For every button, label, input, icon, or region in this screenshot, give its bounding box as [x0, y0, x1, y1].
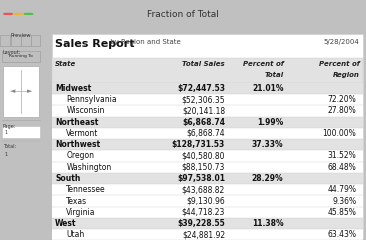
Bar [52, 117, 363, 128]
Text: South: South [55, 174, 81, 183]
Bar [22, 36, 31, 46]
Text: by Region and State: by Region and State [108, 39, 181, 45]
Bar [52, 150, 363, 162]
Text: 5/28/2004: 5/28/2004 [324, 39, 359, 45]
Text: Total:: Total: [3, 144, 16, 150]
Text: Total: Total [264, 72, 283, 78]
Text: 31.52%: 31.52% [328, 151, 356, 161]
Text: 45.85%: 45.85% [328, 208, 356, 217]
Text: 1: 1 [4, 130, 7, 135]
Text: $72,447.53: $72,447.53 [177, 84, 225, 93]
Bar [52, 128, 363, 139]
Text: $24,881.92: $24,881.92 [182, 230, 225, 239]
Bar [52, 218, 363, 229]
Text: Northeast: Northeast [55, 118, 98, 127]
Text: $52,306.35: $52,306.35 [182, 95, 225, 104]
Text: Northwest: Northwest [55, 140, 100, 149]
Text: $44,718.23: $44,718.23 [182, 208, 225, 217]
Bar [52, 229, 363, 240]
Text: Fraction of Total: Fraction of Total [147, 10, 219, 19]
Text: Preview: Preview [11, 33, 31, 38]
Text: $9,130.96: $9,130.96 [186, 197, 225, 205]
Bar [52, 83, 363, 94]
Text: Sales Report: Sales Report [55, 39, 135, 49]
Text: $97,538.01: $97,538.01 [177, 174, 225, 183]
Text: $6,868.74: $6,868.74 [182, 118, 225, 127]
Text: $39,228.55: $39,228.55 [178, 219, 225, 228]
Bar [0, 36, 10, 46]
Text: 27.80%: 27.80% [328, 107, 356, 115]
Text: 37.33%: 37.33% [252, 140, 283, 149]
Bar [52, 173, 363, 184]
Bar [52, 184, 363, 195]
Text: 11.38%: 11.38% [252, 219, 283, 228]
Text: Running To: Running To [9, 54, 33, 59]
Text: Virginia: Virginia [66, 208, 96, 217]
Text: 100.00%: 100.00% [322, 129, 356, 138]
Bar [2, 126, 40, 138]
Text: 68.48%: 68.48% [328, 163, 356, 172]
Bar [52, 94, 363, 105]
Text: Oregon: Oregon [66, 151, 94, 161]
Text: $20,141.18: $20,141.18 [182, 107, 225, 115]
Text: $88,150.73: $88,150.73 [182, 163, 225, 172]
Text: Layout:: Layout: [3, 50, 21, 55]
Text: $6,868.74: $6,868.74 [186, 129, 225, 138]
Text: Region: Region [333, 72, 359, 78]
Text: ◄: ◄ [10, 88, 15, 94]
Circle shape [14, 13, 23, 14]
Text: Pennsylvania: Pennsylvania [66, 95, 117, 104]
Text: 28.29%: 28.29% [252, 174, 283, 183]
Text: Texas: Texas [66, 197, 87, 205]
Text: Wisconsin: Wisconsin [66, 107, 105, 115]
Text: 63.43%: 63.43% [327, 230, 356, 239]
Bar [52, 105, 363, 117]
Bar [52, 139, 363, 150]
Text: Utah: Utah [66, 230, 85, 239]
Text: 72.20%: 72.20% [328, 95, 356, 104]
Text: 44.79%: 44.79% [327, 185, 356, 194]
Text: Midwest: Midwest [55, 84, 91, 93]
Circle shape [4, 13, 12, 14]
Bar [2, 51, 40, 62]
Text: Percent of: Percent of [243, 60, 283, 66]
Text: Washington: Washington [66, 163, 112, 172]
Text: 1.99%: 1.99% [257, 118, 283, 127]
Text: State: State [55, 60, 76, 66]
Text: $43,688.82: $43,688.82 [182, 185, 225, 194]
Text: 1: 1 [4, 152, 7, 157]
Text: West: West [55, 219, 76, 228]
Text: Page:: Page: [3, 124, 16, 129]
Bar [52, 58, 363, 83]
Bar [11, 36, 20, 46]
Bar [52, 195, 363, 207]
Text: 9.36%: 9.36% [332, 197, 356, 205]
Text: 21.01%: 21.01% [252, 84, 283, 93]
Text: Total Sales: Total Sales [183, 60, 225, 66]
Circle shape [24, 13, 33, 14]
Text: Vermont: Vermont [66, 129, 99, 138]
Bar [31, 36, 40, 46]
Bar [52, 207, 363, 218]
Text: $128,731.53: $128,731.53 [172, 140, 225, 149]
Bar [3, 66, 39, 117]
Text: Tennessee: Tennessee [66, 185, 106, 194]
Text: ►: ► [27, 88, 32, 94]
Text: Percent of: Percent of [319, 60, 359, 66]
Text: $40,580.80: $40,580.80 [182, 151, 225, 161]
Bar [52, 162, 363, 173]
